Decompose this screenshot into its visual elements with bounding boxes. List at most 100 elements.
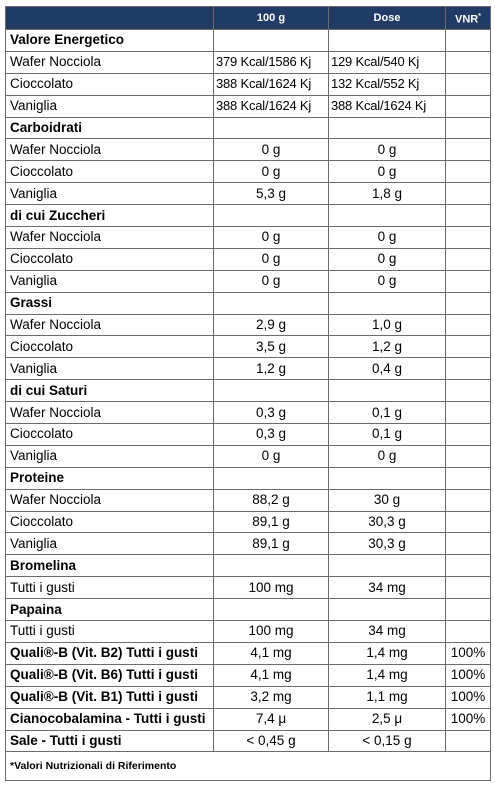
- value-100g: 388 Kcal/1624 Kj: [213, 94, 329, 118]
- group-title: Valore Energetico: [5, 29, 214, 52]
- group-header-row: Proteine: [5, 466, 491, 490]
- table-header-row: 100 g Dose VNR*: [5, 6, 491, 30]
- value-dose: 388 Kcal/1624 Kj: [328, 94, 446, 118]
- table-body: Valore Energetico Wafer Nocciola 379 Kcal/…: [5, 29, 491, 782]
- group-header-row: Papaina: [5, 598, 491, 622]
- value-100g: 388 Kcal/1624 Kj: [213, 72, 329, 96]
- value-vnr: [445, 313, 491, 337]
- row-label: Wafer Nocciola: [5, 313, 214, 337]
- value-100g: 379 Kcal/1586 Kj: [213, 50, 329, 74]
- table-row: Quali®-B (Vit. B6) Tutti i gusti 4,1 mg 1,…: [5, 663, 491, 687]
- table-row: Vaniglia 1,2 g 0,4 g: [5, 357, 491, 381]
- table-row: Tutti i gusti 100 mg 34 mg: [5, 620, 491, 643]
- table-row: Wafer Nocciola 88,2 g 30 g: [5, 488, 491, 512]
- value-vnr: [445, 269, 491, 293]
- value-vnr: [445, 357, 491, 381]
- value-100g: 89,1 g: [213, 510, 329, 534]
- row-label: Cianocobalamina - Tutti i gusti: [5, 707, 214, 731]
- table-row: Vaniglia 5,3 g 1,8 g: [5, 182, 491, 206]
- empty-cell: [213, 29, 329, 52]
- group-header-row: Valore Energetico: [5, 29, 491, 52]
- value-dose: 1,8 g: [328, 182, 446, 206]
- value-vnr: [445, 50, 491, 74]
- header-vnr-label: VNR: [455, 13, 479, 26]
- row-label: Cioccolato: [5, 423, 214, 446]
- value-vnr: [445, 620, 491, 643]
- value-100g: 4,1 mg: [213, 663, 329, 687]
- value-dose: 30 g: [328, 488, 446, 512]
- value-dose: 0,1 g: [328, 423, 446, 446]
- value-100g: 100 mg: [213, 576, 329, 600]
- row-label: Quali®-B (Vit. B2) Tutti i gusti: [5, 641, 214, 665]
- empty-cell: [213, 554, 329, 578]
- group-header-row: Carboidrati: [5, 116, 491, 140]
- value-vnr: [445, 576, 491, 600]
- empty-cell: [328, 116, 446, 140]
- empty-cell: [445, 29, 491, 52]
- value-100g: 0 g: [213, 160, 329, 184]
- value-dose: 0 g: [328, 160, 446, 184]
- value-100g: 0 g: [213, 247, 329, 271]
- value-dose: 0 g: [328, 138, 446, 162]
- value-vnr: [445, 160, 491, 184]
- table-row: Cioccolato 89,1 g 30,3 g: [5, 510, 491, 534]
- empty-cell: [328, 598, 446, 622]
- value-dose: 132 Kcal/552 Kj: [328, 72, 446, 96]
- table-row: Quali®-B (Vit. B2) Tutti i gusti 4,1 mg 1,…: [5, 641, 491, 665]
- value-vnr: 100%: [445, 663, 491, 687]
- value-dose: < 0,15 g: [328, 729, 446, 753]
- value-dose: 0,4 g: [328, 357, 446, 381]
- value-100g: 2,9 g: [213, 313, 329, 337]
- value-100g: 1,2 g: [213, 357, 329, 381]
- row-label: Wafer Nocciola: [5, 226, 214, 249]
- row-label: Tutti i gusti: [5, 620, 214, 643]
- row-label: Cioccolato: [5, 510, 214, 534]
- value-100g: 5,3 g: [213, 182, 329, 206]
- nutrition-table-container: 100 g Dose VNR* Valore Energetico Wafer N…: [5, 6, 491, 782]
- value-dose: 1,2 g: [328, 335, 446, 359]
- empty-cell: [445, 116, 491, 140]
- value-100g: 0 g: [213, 138, 329, 162]
- group-header-row: di cui Zuccheri: [5, 204, 491, 228]
- row-label: Wafer Nocciola: [5, 50, 214, 74]
- row-label: Wafer Nocciola: [5, 401, 214, 425]
- value-dose: 0 g: [328, 247, 446, 271]
- value-dose: 34 mg: [328, 576, 446, 600]
- table-row: Cioccolato 0,3 g 0,1 g: [5, 423, 491, 446]
- value-vnr: [445, 72, 491, 96]
- value-vnr: [445, 335, 491, 359]
- value-100g: < 0,45 g: [213, 729, 329, 753]
- value-vnr: [445, 138, 491, 162]
- empty-cell: [213, 466, 329, 490]
- value-dose: 1,1 mg: [328, 685, 446, 709]
- value-dose: 34 mg: [328, 620, 446, 643]
- value-dose: 0 g: [328, 226, 446, 249]
- row-label: Cioccolato: [5, 160, 214, 184]
- empty-cell: [328, 554, 446, 578]
- row-label: Wafer Nocciola: [5, 488, 214, 512]
- group-title: Bromelina: [5, 554, 214, 578]
- empty-cell: [445, 466, 491, 490]
- header-vnr-asterisk: *: [478, 12, 481, 20]
- table-row: Quali®-B (Vit. B1) Tutti i gusti 3,2 mg 1,…: [5, 685, 491, 709]
- header-blank-cell: [5, 6, 214, 30]
- value-dose: 0,1 g: [328, 401, 446, 425]
- value-100g: 0,3 g: [213, 401, 329, 425]
- table-row: Sale - Tutti i gusti < 0,45 g < 0,15 g: [5, 729, 491, 753]
- value-vnr: 100%: [445, 685, 491, 709]
- row-label: Sale - Tutti i gusti: [5, 729, 214, 753]
- value-vnr: [445, 532, 491, 556]
- value-dose: 0 g: [328, 269, 446, 293]
- group-header-row: Grassi: [5, 291, 491, 315]
- value-dose: 1,0 g: [328, 313, 446, 337]
- empty-cell: [445, 204, 491, 228]
- row-label: Vaniglia: [5, 269, 214, 293]
- empty-cell: [328, 29, 446, 52]
- empty-cell: [328, 379, 446, 403]
- row-label: Vaniglia: [5, 94, 214, 118]
- header-vnr: VNR*: [445, 6, 491, 30]
- table-row: Cianocobalamina - Tutti i gusti 7,4 μ 2,5 …: [5, 707, 491, 731]
- group-header-row: di cui Saturi: [5, 379, 491, 403]
